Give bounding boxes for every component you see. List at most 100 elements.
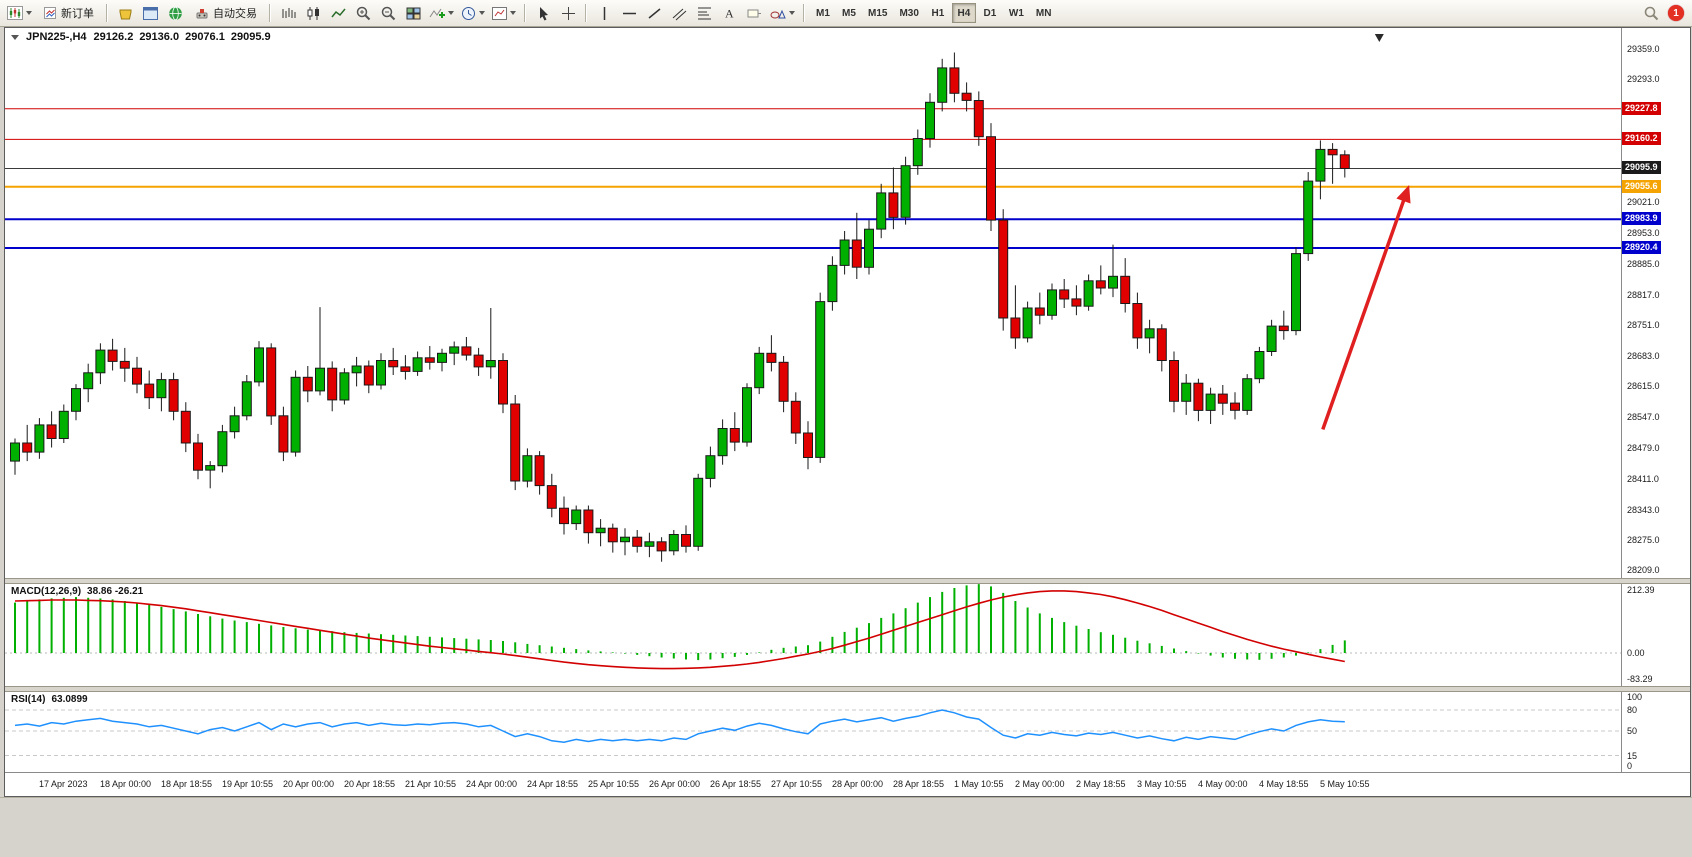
new-order-button[interactable]: 新订单 xyxy=(36,3,101,24)
rsi-chart-canvas[interactable] xyxy=(5,692,1621,772)
rsi-axis-label: 15 xyxy=(1627,751,1638,761)
price-level-tag: 29160.2 xyxy=(1622,132,1661,145)
profiles-button[interactable] xyxy=(113,3,137,24)
templates-button[interactable] xyxy=(489,3,519,24)
toolbar-separator xyxy=(585,4,587,22)
time-axis[interactable]: 17 Apr 2023 18 Apr 00:00 18 Apr 18:55 19 Ap… xyxy=(5,772,1690,796)
ohlc-high: 29136.0 xyxy=(139,31,180,43)
bar-chart-mode-button[interactable] xyxy=(276,3,300,24)
price-tick: 28547.0 xyxy=(1627,412,1660,422)
template-icon xyxy=(492,6,507,20)
autotrading-button[interactable]: 自动交易 xyxy=(188,3,264,24)
periods-button[interactable] xyxy=(458,3,488,24)
timeframe-button-m15[interactable]: M15 xyxy=(863,3,892,23)
toolbar-separator xyxy=(106,4,108,22)
timeframe-button-h1[interactable]: H1 xyxy=(926,3,950,23)
rsi-title: RSI(14) 63.0899 xyxy=(11,694,88,705)
timeframe-button-m1[interactable]: M1 xyxy=(811,3,835,23)
candlestick-chart-canvas[interactable] xyxy=(5,28,1621,578)
price-level-tag: 28920.4 xyxy=(1622,241,1661,254)
channel-tool-button[interactable] xyxy=(667,3,691,24)
macd-axis-label: 0.00 xyxy=(1627,648,1645,658)
time-label: 18 Apr 18:55 xyxy=(161,779,213,789)
toolbar-separator xyxy=(803,4,805,22)
community-button[interactable] xyxy=(163,3,187,24)
window-layout-button[interactable] xyxy=(138,3,162,24)
timeframe-button-d1[interactable]: D1 xyxy=(978,3,1002,23)
timeframe-button-w1[interactable]: W1 xyxy=(1004,3,1029,23)
shapes-tool-button[interactable] xyxy=(767,3,798,24)
label-tool-button[interactable] xyxy=(742,3,766,24)
search-icon[interactable] xyxy=(1644,6,1659,21)
vertical-line-tool-button[interactable] xyxy=(592,3,616,24)
time-label: 18 Apr 00:00 xyxy=(100,779,152,789)
price-tick: 28751.0 xyxy=(1627,320,1660,330)
rsi-axis[interactable]: 100 80 50 15 0 xyxy=(1621,692,1690,772)
tile-windows-button[interactable] xyxy=(401,3,425,24)
horizontal-line-tool-button[interactable] xyxy=(617,3,641,24)
chart-title: JPN225-,H4 29126.2 29136.0 29076.1 29095… xyxy=(11,31,271,43)
time-label: 24 Apr 18:55 xyxy=(527,779,579,789)
macd-title: MACD(12,26,9) 38.86 -26.21 xyxy=(11,586,143,597)
panel-divider[interactable] xyxy=(5,686,1690,692)
time-label: 24 Apr 00:00 xyxy=(466,779,518,789)
macd-axis-label: 212.39 xyxy=(1627,585,1655,595)
new-chart-button[interactable] xyxy=(4,3,35,24)
price-tick: 28479.0 xyxy=(1627,443,1660,453)
dropdown-arrow-icon xyxy=(448,11,454,15)
price-axis[interactable]: 29359.0 29293.0 29021.0 28953.0 28885.0 28817… xyxy=(1621,28,1690,578)
time-label: 3 May 10:55 xyxy=(1137,779,1187,789)
time-label: 1 May 10:55 xyxy=(954,779,1004,789)
cursor-tool-button[interactable] xyxy=(531,3,555,24)
rsi-axis-label: 50 xyxy=(1627,726,1638,736)
time-label: 20 Apr 00:00 xyxy=(283,779,335,789)
rsi-axis-label: 100 xyxy=(1627,692,1643,702)
candlestick-icon xyxy=(307,6,319,20)
horizontal-line-icon xyxy=(622,12,636,14)
text-tool-button[interactable]: A xyxy=(717,3,741,24)
autotrading-robot-icon xyxy=(196,8,208,18)
timeframe-button-h4[interactable]: H4 xyxy=(951,3,976,24)
price-tick: 28411.0 xyxy=(1627,474,1659,484)
timeframe-button-m5[interactable]: M5 xyxy=(837,3,861,23)
price-tick: 28209.0 xyxy=(1627,565,1660,575)
status-area xyxy=(0,797,1692,857)
clock-icon xyxy=(462,6,475,20)
indicators-button[interactable] xyxy=(426,3,457,24)
ohlc-open: 29126.2 xyxy=(93,31,134,43)
time-label: 2 May 18:55 xyxy=(1076,779,1126,789)
time-label: 2 May 00:00 xyxy=(1015,779,1065,789)
zoom-in-icon xyxy=(356,6,370,20)
notification-badge[interactable]: 1 xyxy=(1668,5,1684,21)
fibonacci-icon xyxy=(697,7,711,19)
indicators-icon xyxy=(429,8,445,18)
label-tool-icon xyxy=(747,9,761,17)
rsi-panel: 100 80 50 15 0 RSI(14) 63.0899 xyxy=(5,692,1690,772)
macd-name: MACD(12,26,9) xyxy=(11,586,82,597)
price-level-tag: 29227.8 xyxy=(1622,102,1661,115)
trendline-tool-button[interactable] xyxy=(642,3,666,24)
chart-menu-icon[interactable] xyxy=(11,34,19,40)
zoom-out-button[interactable] xyxy=(376,3,400,24)
timeframe-button-m30[interactable]: M30 xyxy=(894,3,923,23)
line-chart-mode-button[interactable] xyxy=(326,3,350,24)
time-label: 5 May 10:55 xyxy=(1320,779,1370,789)
panel-divider[interactable] xyxy=(5,578,1690,584)
price-level-tag: 28983.9 xyxy=(1622,212,1661,225)
fibonacci-tool-button[interactable] xyxy=(692,3,716,24)
chart-window: 29359.0 29293.0 29021.0 28953.0 28885.0 28817… xyxy=(4,27,1691,797)
toolbar-separator xyxy=(524,4,526,22)
price-tick: 28683.0 xyxy=(1627,351,1660,361)
macd-axis-label: -83.29 xyxy=(1627,674,1653,684)
candlestick-mode-button[interactable] xyxy=(301,3,325,24)
main-chart-panel: 29359.0 29293.0 29021.0 28953.0 28885.0 28817… xyxy=(5,28,1690,578)
macd-axis[interactable]: 212.39 0.00 -83.29 xyxy=(1621,584,1690,686)
zoom-in-button[interactable] xyxy=(351,3,375,24)
macd-chart-canvas[interactable] xyxy=(5,584,1621,686)
timeframe-button-mn[interactable]: MN xyxy=(1031,3,1057,23)
dropdown-arrow-icon xyxy=(510,11,516,15)
price-level-tag: 29055.6 xyxy=(1622,180,1661,193)
new-order-icon xyxy=(44,7,56,19)
time-label: 21 Apr 10:55 xyxy=(405,779,457,789)
crosshair-tool-button[interactable] xyxy=(556,3,580,24)
